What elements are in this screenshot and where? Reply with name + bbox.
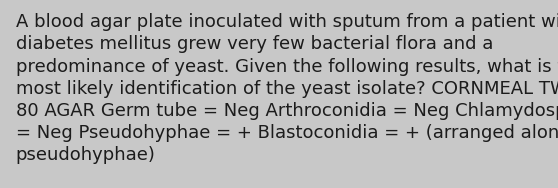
Text: A blood agar plate inoculated with sputum from a patient with: A blood agar plate inoculated with sputu…	[16, 13, 558, 31]
Text: most likely identification of the yeast isolate? CORNMEAL TWEEN: most likely identification of the yeast …	[16, 80, 558, 98]
Text: predominance of yeast. Given the following results, what is the: predominance of yeast. Given the followi…	[16, 58, 558, 76]
Text: = Neg Pseudohyphae = + Blastoconidia = + (arranged along: = Neg Pseudohyphae = + Blastoconidia = +…	[16, 124, 558, 142]
Text: 80 AGAR Germ tube = Neg Arthroconidia = Neg Chlamydospores: 80 AGAR Germ tube = Neg Arthroconidia = …	[16, 102, 558, 120]
Text: pseudohyphae): pseudohyphae)	[16, 146, 156, 164]
Text: diabetes mellitus grew very few bacterial flora and a: diabetes mellitus grew very few bacteria…	[16, 35, 493, 53]
